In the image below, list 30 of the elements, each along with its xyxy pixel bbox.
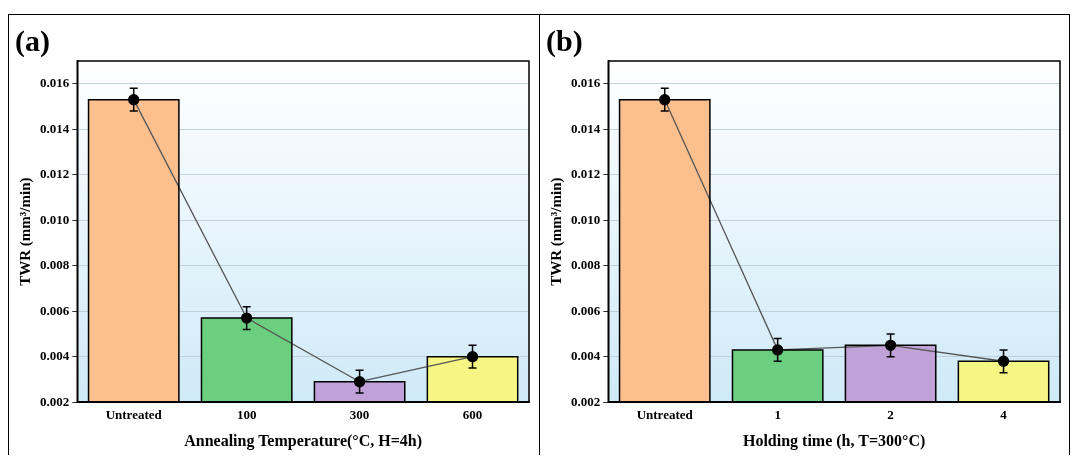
y-axis-title: TWR (mm³/min) — [16, 177, 34, 286]
y-tick-label: 0.004 — [40, 348, 70, 364]
chart-title: (b) — [545, 23, 583, 58]
y-tick-label: 0.006 — [570, 302, 601, 318]
x-tick-label: 600 — [462, 407, 483, 423]
y-tick-label: 0.010 — [40, 211, 70, 227]
y-tick-label: 0.016 — [570, 75, 601, 91]
y-tick-label: 0.014 — [570, 120, 601, 136]
x-tick-label: 2 — [886, 407, 894, 423]
y-tick-label: 0.014 — [40, 120, 70, 136]
x-tick-label: Untreated — [105, 407, 163, 423]
y-tick-label: 0.016 — [40, 75, 70, 91]
x-axis-title: Holding time (h, T=300°C) — [742, 431, 925, 450]
y-tick-label: 0.002 — [40, 393, 70, 409]
y-tick-label: 0.008 — [570, 257, 601, 273]
y-tick-label: 0.010 — [570, 211, 600, 227]
y-tick-label: 0.006 — [40, 302, 70, 318]
y-tick-label: 0.008 — [40, 257, 70, 273]
y-tick-label: 0.012 — [570, 166, 600, 182]
y-axis-title: TWR (mm³/min) — [547, 177, 565, 286]
x-tick-label: 300 — [349, 407, 370, 423]
y-tick-label: 0.002 — [570, 393, 600, 409]
x-tick-label: 4 — [999, 407, 1007, 423]
x-axis-title: Annealing Temperature(°C, H=4h) — [184, 431, 423, 450]
y-tick-label: 0.004 — [570, 348, 601, 364]
y-tick-label: 0.012 — [40, 166, 70, 182]
x-tick-label: 1 — [773, 407, 781, 423]
x-tick-label: 100 — [236, 407, 257, 423]
chart-title: (a) — [15, 23, 50, 58]
x-tick-label: Untreated — [636, 407, 694, 423]
